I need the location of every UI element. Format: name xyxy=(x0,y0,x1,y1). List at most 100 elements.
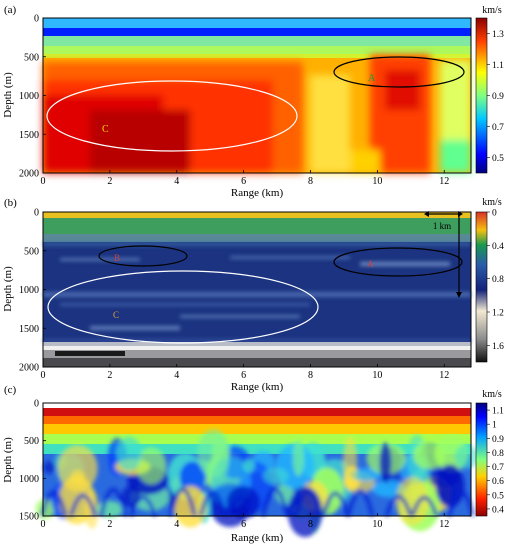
panel-a-label: (a) xyxy=(4,4,17,16)
panel-c-texture-blob xyxy=(379,442,392,484)
panel-b-y-tick-label: 0 xyxy=(34,208,39,219)
panel-a-colorbar-tick-label: 0.9 xyxy=(492,92,504,102)
panel-b-xlabel: Range (km) xyxy=(231,381,284,393)
panel-c-texture-blob xyxy=(136,447,167,485)
panel-b-colorbar-tick-label: 0.8 xyxy=(492,275,504,285)
panel-a-xlabel: Range (km) xyxy=(231,187,284,199)
panel-a-colorbar-tick-label: 0.5 xyxy=(492,154,504,164)
panel-c-ylabel: Depth (m) xyxy=(2,437,14,483)
panel-c-xlabel: Range (km) xyxy=(231,532,284,544)
panel-b-label: (b) xyxy=(4,197,17,209)
panel-b-x-tick-label: 6 xyxy=(241,370,246,381)
panel-c-texture-blob xyxy=(197,429,230,478)
panel-a-x-tick-label: 10 xyxy=(372,176,382,187)
panel-b-region-b-label: B xyxy=(114,253,120,263)
panel-c-y-tick-label: 0 xyxy=(34,399,39,410)
panel-a-y-tick-label: 1500 xyxy=(19,130,39,141)
panel-a-y-tick-label: 500 xyxy=(24,52,39,63)
panel-b-annotations: B A C xyxy=(47,245,463,344)
panel-c-y-tick-label: 1500 xyxy=(19,512,39,523)
panel-a-region-a-label: A xyxy=(368,73,376,84)
panel-a-x-tick-label: 6 xyxy=(241,176,246,187)
panel-c-x-tick-label: 8 xyxy=(308,519,313,530)
panel-c-texture-blob xyxy=(275,483,294,505)
panel-b-x-tick-label: 10 xyxy=(372,370,382,381)
panel-c-x-tick-label: 2 xyxy=(107,519,112,530)
panel-b-region-a-label: A xyxy=(367,259,374,269)
panel-c-texture-arch xyxy=(384,494,413,517)
panel-b-colorbar-tick-label: 0 xyxy=(492,209,497,219)
panel-a-axes: 0 2 4 6 8 10 12 0 500 1000 1500 2000 xyxy=(19,14,449,188)
panel-b-region-c-label: C xyxy=(113,310,119,320)
panel-c-texture-blob xyxy=(179,461,206,494)
panel-b-colorbar-tick-label: 1.2 xyxy=(492,309,504,319)
panel-a-region-a-outline xyxy=(333,56,465,88)
panel-c-axes: 0 2 4 6 8 10 12 0 500 1000 1500 xyxy=(19,399,449,531)
panel-a-x-tick-label: 2 xyxy=(107,176,112,187)
panel-b-y-tick-label: 2000 xyxy=(19,363,39,374)
panel-b-y-tick-label: 1500 xyxy=(19,324,39,335)
panel-b-region-a-outline xyxy=(333,247,463,277)
panel-a-x-tick-label: 0 xyxy=(41,176,46,187)
panel-c-texture-arch xyxy=(293,489,322,517)
panel-c-texture-arch xyxy=(198,490,227,517)
panel-a-y-tick-label: 2000 xyxy=(19,169,39,180)
panel-c-texture-blob xyxy=(173,485,207,528)
panel-b-x-tick-label: 0 xyxy=(41,370,46,381)
panel-b-x-tick-label: 4 xyxy=(174,370,179,381)
panel-c-texture-arch xyxy=(99,487,128,517)
panel-a-colorbar-tick-label: 1.3 xyxy=(492,30,504,40)
panel-b-colorbar-unit: km/s xyxy=(482,197,502,208)
panel-a-region-c-label: C xyxy=(102,124,109,135)
panel-a-ylabel: Depth (m) xyxy=(2,72,14,118)
panel-a: A C (a) 0 2 4 6 8 10 12 0 500 1000 1500 2000 Range … xyxy=(2,4,504,199)
panel-c-texture-arch xyxy=(410,495,439,517)
panel-c-colorbar-tick-label: 1 xyxy=(492,421,497,431)
panel-c-texture-arch xyxy=(261,487,289,517)
panel-c-texture-arch xyxy=(168,487,197,517)
panel-c-y-tick-label: 1000 xyxy=(19,474,39,485)
panel-a-x-tick-label: 12 xyxy=(439,176,449,187)
panel-a-y-tick-label: 0 xyxy=(34,14,39,25)
panel-b-x-tick-label: 12 xyxy=(439,370,449,381)
panel-c-texture-blob xyxy=(292,439,305,477)
panel-a-region-c-outline xyxy=(46,80,298,152)
panel-c-texture-blob xyxy=(116,436,142,472)
panel-c-texture-blob xyxy=(263,467,289,485)
panel-a-heatmap xyxy=(43,18,471,173)
panel-b-x-tick-label: 2 xyxy=(107,370,112,381)
panel-c-texture-blob xyxy=(43,461,56,474)
panel-b-axes: 0 2 4 6 8 10 12 0 500 1000 1500 2000 xyxy=(19,208,449,382)
panel-b-y-tick-label: 1000 xyxy=(19,285,39,296)
panel-a-x-tick-label: 8 xyxy=(308,176,313,187)
panel-a-colorbar-unit: km/s xyxy=(482,5,502,16)
panel-a-x-tick-label: 4 xyxy=(174,176,179,187)
panel-c-texture-arch xyxy=(346,489,375,517)
panel-b-region-c-outline xyxy=(47,270,319,344)
panel-c-colorbar-tick-label: 0.8 xyxy=(492,449,504,459)
panel-b-scale-bar-label: 1 km xyxy=(433,221,451,231)
panel-c-texture-blob xyxy=(412,441,445,470)
panel-c-texture-arch xyxy=(129,495,157,517)
panel-b-scale-bar: 1 km xyxy=(424,211,463,298)
panel-c-y-tick-label: 500 xyxy=(24,436,39,447)
panel-c-label: (c) xyxy=(4,384,17,396)
panel-c-x-tick-label: 0 xyxy=(41,519,46,530)
panel-b-x-tick-label: 8 xyxy=(308,370,313,381)
panel-c-colorbar-tick-label: 0.4 xyxy=(492,505,504,515)
panel-c-colorbar-tick-label: 1.1 xyxy=(492,407,504,417)
panel-c-texture-arch xyxy=(39,490,68,517)
panel-b: 1 km B A C (b) 0 2 4 6 8 10 12 0 500 1000 1500 2000… xyxy=(2,197,504,393)
panel-c-heatmap xyxy=(35,403,478,538)
panel-c-texture-arch xyxy=(69,493,97,517)
panel-b-colorbar: km/s 0 0.4 0.8 1.2 1.6 xyxy=(475,197,504,363)
panel-c-texture-blob xyxy=(57,444,98,492)
panel-c-texture-blob xyxy=(395,476,429,526)
panel-b-ylabel: Depth (m) xyxy=(2,266,14,312)
panel-c-colorbar-tick-label: 0.7 xyxy=(492,463,504,473)
panel-a-colorbar-tick-label: 1.1 xyxy=(492,61,504,71)
panel-c-colorbar-tick-label: 0.5 xyxy=(492,491,504,501)
panel-c-colorbar-unit: km/s xyxy=(482,389,502,400)
panel-c-colorbar-tick-label: 0.9 xyxy=(492,435,504,445)
